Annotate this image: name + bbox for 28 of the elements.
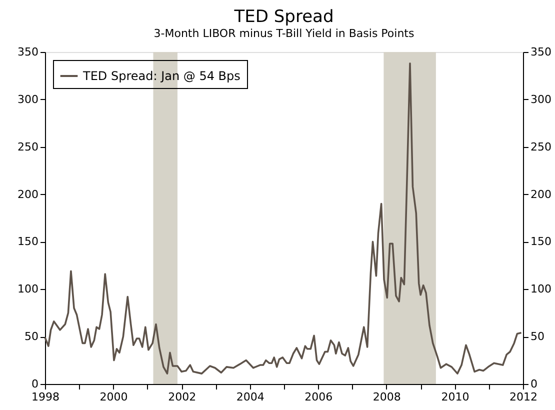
y2-tick-label: 300 [530, 92, 552, 106]
y2-tick-label: 0 [530, 378, 538, 390]
y-tick-label: 300 [18, 92, 38, 106]
x-tick-label: 2002 [168, 390, 196, 404]
y-tick-label: 50 [24, 330, 38, 344]
y2-tick-label: 100 [530, 282, 552, 296]
legend-label: TED Spread: Jan @ 54 Bps [82, 69, 240, 83]
x-tick-label: 2012 [510, 390, 538, 404]
y2-tick-label: 250 [530, 140, 552, 154]
y-tick-label: 150 [18, 235, 38, 248]
x-tick-label: 2008 [372, 390, 401, 404]
x-tick-label: 1998 [32, 390, 60, 404]
line-series [44, 62, 522, 374]
x-tick-label: 2010 [441, 390, 470, 404]
y2-tick-label: 150 [530, 235, 552, 248]
y2-tick-label: 350 [530, 46, 552, 58]
y2-tick-label: 50 [530, 330, 544, 344]
y-tick-label: 0 [32, 378, 38, 390]
y-tick-label: 200 [18, 188, 38, 201]
chart-subtitle: 3-Month LIBOR minus T-Bill Yield in Basis Points [154, 27, 414, 40]
x-tick-label: 2004 [236, 390, 264, 404]
y2-tick-label: 200 [530, 188, 552, 201]
y-tick-label: 100 [18, 282, 38, 296]
x-tick-label: 2000 [100, 390, 128, 404]
x-tick-label: 2006 [304, 390, 333, 404]
y-tick-label: 350 [18, 46, 38, 58]
y-tick-label: 250 [18, 140, 38, 154]
chart-title: TED Spread [233, 7, 334, 27]
